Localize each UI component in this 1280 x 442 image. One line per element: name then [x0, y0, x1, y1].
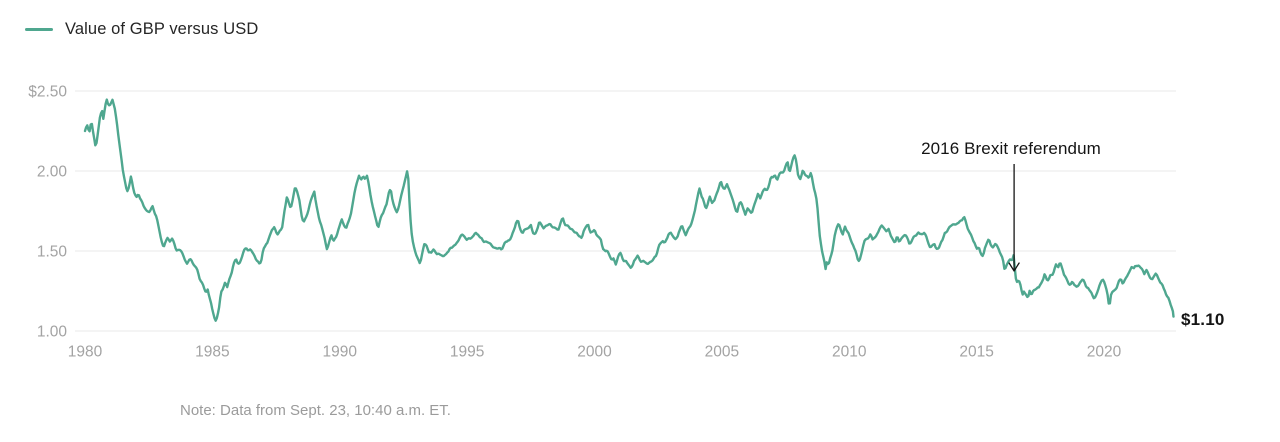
- x-tick-label: 2005: [705, 344, 739, 361]
- y-tick-label: 1.00: [37, 324, 68, 341]
- x-tick-label: 2015: [959, 344, 993, 361]
- x-tick-label: 1990: [323, 344, 358, 361]
- x-tick-label: 2020: [1087, 344, 1122, 361]
- chart-legend: Value of GBP versus USD: [25, 20, 258, 39]
- x-tick-label: 2000: [577, 344, 612, 361]
- annotation-arrowhead: [1008, 262, 1020, 272]
- x-tick-label: 1995: [450, 344, 484, 361]
- x-tick-label: 2010: [832, 344, 867, 361]
- gbp-usd-series-line: [83, 98, 1175, 322]
- x-tick-label: 1985: [195, 344, 229, 361]
- y-tick-label: 1.50: [37, 244, 68, 261]
- brexit-annotation-label: 2016 Brexit referendum: [921, 139, 1101, 158]
- y-tick-label: 2.00: [37, 164, 68, 181]
- x-tick-label: 1980: [68, 344, 103, 361]
- end-value-label: $1.10: [1181, 310, 1225, 329]
- legend-label: Value of GBP versus USD: [65, 20, 259, 38]
- footnote: Note: Data from Sept. 23, 10:40 a.m. ET.: [180, 402, 451, 419]
- y-tick-label: $2.50: [28, 84, 67, 101]
- legend-line-swatch: [25, 28, 53, 31]
